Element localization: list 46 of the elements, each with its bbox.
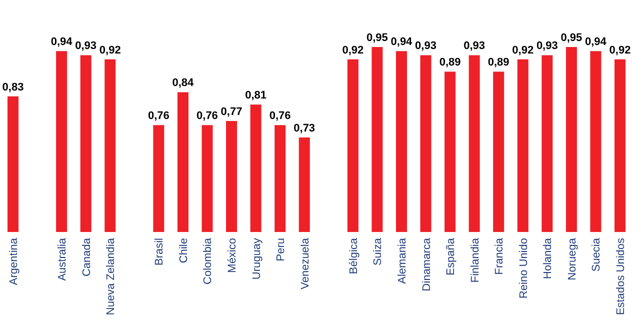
data-label: 0,92 bbox=[609, 44, 631, 56]
data-label: 0,94 bbox=[50, 36, 74, 48]
data-label: 0,92 bbox=[99, 44, 121, 56]
data-label: 0,94 bbox=[585, 36, 608, 48]
data-label: 0,92 bbox=[342, 44, 364, 56]
data-label: 0,76 bbox=[269, 110, 291, 122]
data-label: 0,89 bbox=[488, 56, 510, 69]
x-tick-label: España bbox=[445, 237, 458, 276]
x-tick-label: Colombia bbox=[202, 237, 214, 284]
x-tick-label: Francia bbox=[494, 237, 506, 275]
data-label: 0,73 bbox=[294, 122, 316, 134]
x-tick-label: Suecia bbox=[590, 237, 603, 272]
data-label: 0,92 bbox=[512, 44, 534, 56]
data-label: 0,93 bbox=[415, 40, 436, 52]
x-tick-label: Canada bbox=[80, 237, 93, 277]
data-label: 0,95 bbox=[560, 32, 582, 44]
data-label: 0,84 bbox=[172, 77, 195, 90]
x-tick-label: Venezuela bbox=[299, 237, 312, 290]
x-tick-label: Nueva Zelandia bbox=[105, 237, 118, 316]
data-label: 0,93 bbox=[536, 40, 558, 52]
x-tick-label: Brasil bbox=[154, 238, 166, 266]
data-label: 0,76 bbox=[148, 110, 170, 122]
data-label: 0,83 bbox=[2, 81, 24, 94]
x-tick-label: Suiza bbox=[372, 237, 384, 266]
x-tick-label: Argentina bbox=[8, 237, 20, 286]
data-label: 0,93 bbox=[75, 40, 97, 52]
x-tick-label: Holanda bbox=[542, 237, 554, 279]
x-tick-label: Estados Unidos bbox=[615, 238, 627, 316]
x-tick-label: Australia bbox=[56, 237, 69, 281]
data-label: 0,94 bbox=[390, 36, 414, 48]
data-label: 0,77 bbox=[220, 106, 242, 118]
data-label: 0,76 bbox=[196, 110, 218, 122]
x-tick-label: México bbox=[226, 238, 239, 273]
x-tick-label: Uruguay bbox=[250, 238, 263, 280]
data-label: 0,81 bbox=[245, 90, 267, 102]
x-tick-label: Bélgica bbox=[348, 237, 360, 274]
x-tick-label: Finlandia bbox=[469, 237, 482, 283]
data-label: 0,95 bbox=[366, 32, 388, 44]
x-tick-label: Reino Unido bbox=[518, 238, 530, 299]
x-tick-label: Dinamarca bbox=[420, 237, 433, 292]
x-tick-label: Alemania bbox=[396, 237, 408, 284]
x-tick-label: Chile bbox=[178, 238, 190, 264]
data-label: 0,89 bbox=[439, 56, 461, 69]
x-tick-label: Noruega bbox=[566, 237, 578, 280]
x-tick-label: Peru bbox=[275, 238, 288, 262]
data-label: 0,93 bbox=[464, 40, 486, 52]
